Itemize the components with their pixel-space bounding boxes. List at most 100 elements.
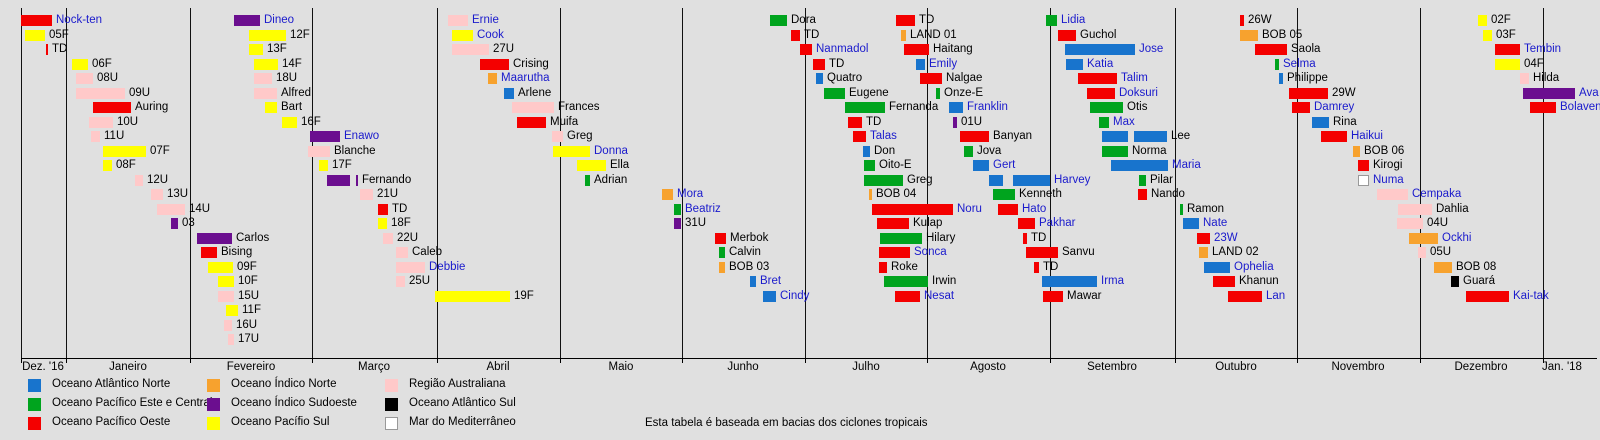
storm-bar-nock-ten[interactable] [21,15,52,26]
storm-bar-harvey[interactable] [989,174,1003,186]
storm-bar-dineo[interactable] [234,15,260,26]
storm-bar-lidia[interactable] [1046,15,1057,26]
storm-label-10u: 10U [117,115,139,128]
axis-tick [190,358,191,363]
storm-label-nate[interactable]: Nate [1203,217,1228,229]
storm-label-mora[interactable]: Mora [677,188,704,200]
storm-bar-beatriz[interactable] [674,203,681,215]
storm-bar-tembin[interactable] [1495,44,1520,55]
storm-bar-alfred [254,87,277,99]
storm-label-hato[interactable]: Hato [1022,202,1047,215]
storm-bar-10f [218,276,234,287]
storm-label-beatriz[interactable]: Beatriz [685,202,721,215]
storm-bar-enawo[interactable] [310,131,340,142]
storm-label-ava[interactable]: Ava [1579,86,1599,99]
storm-label-cempaka[interactable]: Cempaka [1412,188,1462,200]
storm-bar-emily[interactable] [916,58,925,70]
storm-bar-jova [964,145,973,157]
storm-bar-irma[interactable] [1042,276,1097,287]
storm-bar-selma[interactable] [1275,58,1279,70]
storm-label-katia[interactable]: Katia [1087,57,1114,70]
storm-label-doksuri[interactable]: Doksuri [1119,86,1158,99]
storm-label-dineo[interactable]: Dineo [264,14,295,26]
storm-bar-jose[interactable] [1065,44,1135,55]
storm-label-debbie[interactable]: Debbie [429,260,466,273]
storm-bar-sonca[interactable] [879,247,910,258]
storm-bar-kai-tak[interactable] [1466,290,1509,302]
storm-label-emily[interactable]: Emily [929,57,958,70]
storm-label-pakhar[interactable]: Pakhar [1039,217,1076,229]
storm-bar-hato[interactable] [998,203,1018,215]
storm-label-ophelia[interactable]: Ophelia [1234,260,1274,273]
storm-label-donna[interactable]: Donna [594,144,628,157]
storm-bar-mora[interactable] [662,189,673,200]
storm-label-maarutha[interactable]: Maarutha [501,72,550,84]
storm-label-ernie[interactable]: Ernie [472,14,499,26]
storm-bar-04f [1495,58,1520,70]
storm-label-lidia[interactable]: Lidia [1061,14,1086,26]
storm-bar-ernie[interactable] [448,15,468,26]
storm-label-jose[interactable]: Jose [1139,43,1164,55]
storm-bar-maria[interactable] [1111,160,1168,171]
storm-bar-damrey[interactable] [1292,102,1310,113]
storm-label-bolaven[interactable]: Bolaven [1560,101,1600,113]
storm-bar-bret[interactable] [750,276,756,287]
storm-label-tembin[interactable]: Tembin [1524,43,1562,55]
storm-label-noru[interactable]: Noru [957,202,982,215]
storm-label-harvey[interactable]: Harvey [1054,173,1091,186]
storm-label-franklin[interactable]: Franklin [967,101,1008,113]
storm-label-nesat[interactable]: Nesat [924,289,955,302]
storm-label-fernando: Fernando [362,173,412,186]
storm-label-bret[interactable]: Bret [760,275,782,287]
storm-label-talim[interactable]: Talim [1121,72,1148,84]
storm-bar-ava[interactable] [1523,87,1575,99]
storm-label-ockhi[interactable]: Ockhi [1442,231,1472,244]
storm-bar-lan[interactable] [1228,290,1262,302]
storm-label-maria[interactable]: Maria [1172,159,1201,171]
storm-bar-cindy[interactable] [763,290,776,302]
storm-bar-nanmadol[interactable] [800,44,812,55]
storm-label-23w[interactable]: 23W [1214,231,1238,244]
storm-label-kai-tak[interactable]: Kai-tak [1513,289,1549,302]
storm-label-nanmadol[interactable]: Nanmadol [816,43,869,55]
storm-label-selma[interactable]: Selma [1283,57,1316,70]
storm-bar-katia[interactable] [1066,58,1083,70]
storm-bar-cempaka[interactable] [1377,189,1408,200]
storm-label-enawo[interactable]: Enawo [344,130,380,142]
storm-label-haikui[interactable]: Haikui [1351,130,1383,142]
storm-label-cindy[interactable]: Cindy [780,289,810,302]
storm-label-lan[interactable]: Lan [1266,289,1286,302]
storm-label-max[interactable]: Max [1113,115,1135,128]
storm-bar-numa[interactable] [1358,174,1369,186]
storm-bar-max[interactable] [1099,116,1109,128]
storm-bar-noru[interactable] [872,203,953,215]
storm-label-sonca[interactable]: Sonca [914,246,947,258]
storm-bar-cook[interactable] [452,29,473,41]
storm-label-gert[interactable]: Gert [993,159,1016,171]
storm-bar-bolaven[interactable] [1530,102,1556,113]
storm-bar-ockhi[interactable] [1409,232,1438,244]
storm-bar-pakhar[interactable] [1018,218,1035,229]
storm-bar-harvey[interactable] [1013,174,1050,186]
time-axis-line [21,358,1597,359]
storm-bar-23w[interactable] [1197,232,1210,244]
storm-bar-franklin[interactable] [949,102,963,113]
storm-bar-norma [1102,145,1128,157]
storm-bar-maarutha[interactable] [488,73,497,84]
storm-bar-haikui[interactable] [1321,131,1347,142]
storm-label-numa[interactable]: Numa [1373,173,1404,186]
storm-label-talas[interactable]: Talas [870,130,897,142]
storm-bar-ophelia[interactable] [1204,261,1230,273]
storm-bar-donna[interactable] [553,145,590,157]
storm-bar-debbie[interactable] [396,261,425,273]
storm-bar-talas[interactable] [853,131,866,142]
storm-label-nock-ten[interactable]: Nock-ten [56,14,103,26]
storm-label-irma[interactable]: Irma [1101,275,1124,287]
storm-bar-gert[interactable] [973,160,989,171]
storm-bar-nesat[interactable] [895,290,920,302]
storm-label-damrey[interactable]: Damrey [1314,101,1355,113]
storm-bar-doksuri[interactable] [1087,87,1115,99]
storm-bar-nate[interactable] [1183,218,1199,229]
storm-bar-talim[interactable] [1078,73,1117,84]
storm-label-cook[interactable]: Cook [477,28,504,41]
